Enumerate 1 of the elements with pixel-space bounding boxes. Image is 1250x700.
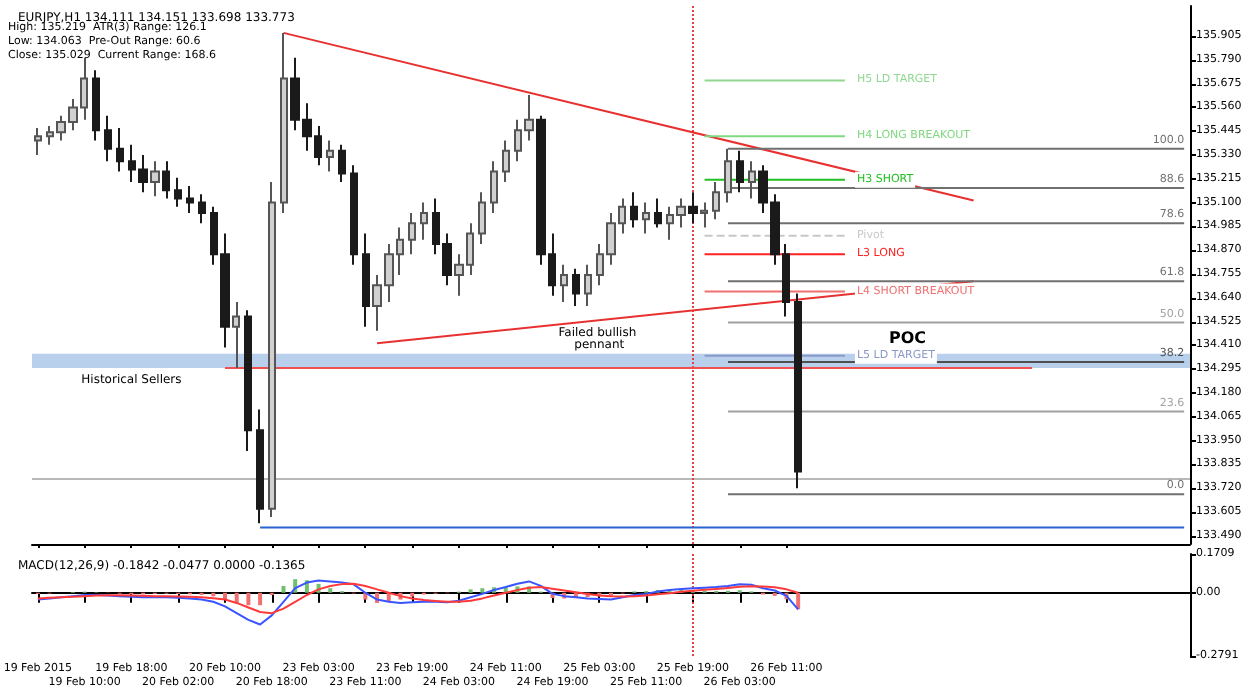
band-label: POC bbox=[888, 328, 927, 347]
